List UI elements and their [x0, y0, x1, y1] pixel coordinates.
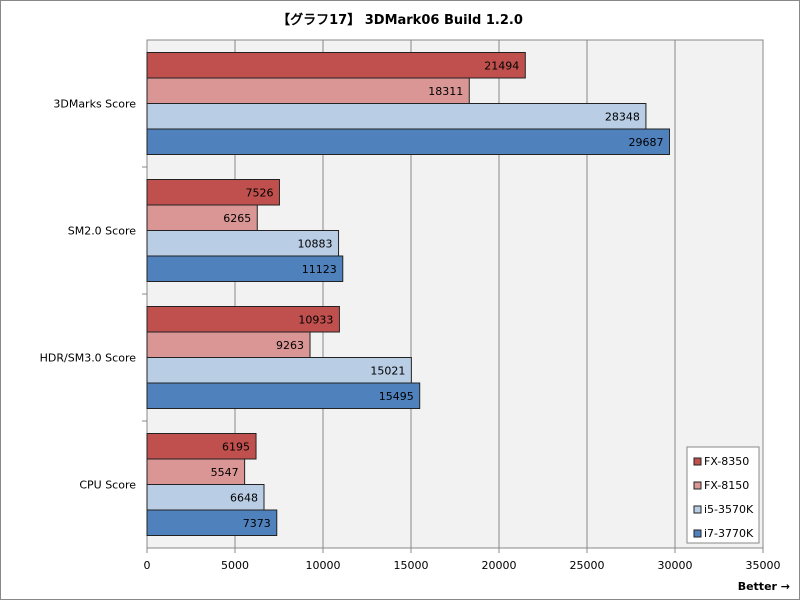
bar-i5-3570K [146, 357, 412, 384]
bar-FX-8150 [146, 458, 246, 485]
data-label: 6648 [230, 491, 258, 504]
legend-label: FX-8150 [704, 479, 749, 492]
chart-title: 【グラフ17】 3DMark06 Build 1.2.0 [277, 13, 523, 28]
bar-i5-3570K [146, 230, 340, 257]
bar-FX-8150 [146, 204, 258, 231]
x-tick-label: 30000 [658, 559, 693, 572]
data-label: 21494 [484, 59, 519, 72]
data-label: 7526 [245, 186, 273, 199]
bar-i7-3770K [146, 382, 421, 409]
bar-FX-8350 [146, 52, 526, 79]
legend-swatch [693, 481, 702, 490]
legend-label: FX-8350 [704, 455, 749, 468]
x-tick-label: 10000 [306, 559, 341, 572]
category-label: 3DMarks Score [53, 98, 136, 111]
bar-i5-3570K [146, 484, 265, 511]
data-label: 15495 [379, 390, 414, 403]
data-label: 11123 [302, 263, 337, 276]
legend-swatch [693, 505, 702, 514]
data-label: 6195 [222, 440, 250, 453]
bar-FX-8350 [146, 433, 257, 460]
data-label: 15021 [370, 364, 405, 377]
data-label: 6265 [223, 212, 251, 225]
better-annotation: Better → [737, 580, 790, 593]
bar-FX-8150 [146, 331, 311, 358]
bar-FX-8350 [146, 179, 280, 206]
data-label: 29687 [628, 136, 663, 149]
legend-swatch [693, 457, 702, 466]
x-tick-label: 15000 [394, 559, 429, 572]
data-label: 5547 [211, 466, 239, 479]
x-tick-label: 0 [144, 559, 151, 572]
legend-swatch [693, 529, 702, 538]
data-label: 7373 [243, 517, 271, 530]
category-label: SM2.0 Score [68, 225, 137, 238]
x-tick-label: 35000 [746, 559, 781, 572]
x-tick-label: 5000 [221, 559, 249, 572]
category-label: CPU Score [79, 479, 136, 492]
data-label: 28348 [605, 110, 640, 123]
x-tick-label: 25000 [570, 559, 605, 572]
category-label: HDR/SM3.0 Score [40, 352, 137, 365]
bar-FX-8150 [146, 77, 470, 104]
bar-i7-3770K [146, 128, 670, 155]
data-label: 18311 [428, 85, 463, 98]
data-label: 10883 [298, 237, 333, 250]
data-label: 9263 [276, 339, 304, 352]
data-label: 10933 [298, 313, 333, 326]
bar-i5-3570K [146, 103, 647, 130]
legend-label: i7-3770K [704, 527, 754, 540]
bar-i7-3770K [146, 509, 278, 536]
bar-i7-3770K [146, 255, 344, 282]
x-tick-label: 20000 [482, 559, 517, 572]
legend-label: i5-3570K [704, 503, 754, 516]
